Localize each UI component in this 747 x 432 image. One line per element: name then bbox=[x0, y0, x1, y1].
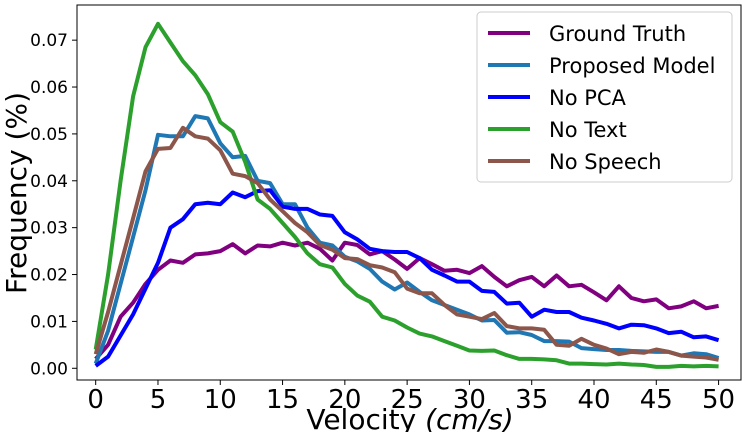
x-tick-label: 40 bbox=[577, 385, 610, 415]
x-tick-label: 50 bbox=[702, 385, 735, 415]
y-tick-label: 0.04 bbox=[30, 172, 68, 192]
y-tick-label: 0.00 bbox=[30, 359, 68, 379]
x-tick-label: 45 bbox=[640, 385, 673, 415]
y-tick-label: 0.03 bbox=[30, 219, 68, 239]
y-tick-label: 0.06 bbox=[30, 78, 68, 98]
legend-items: Ground Truth Proposed Model No PCA No Text N… bbox=[488, 22, 715, 174]
y-tick-label: 0.01 bbox=[30, 312, 68, 332]
series-lines bbox=[93, 21, 720, 369]
x-tick-label: 30 bbox=[453, 385, 486, 415]
y-tick-label: 0.05 bbox=[30, 125, 68, 145]
y-tick-label: 0.02 bbox=[30, 266, 68, 286]
legend-label-proposed-model: Proposed Model bbox=[549, 54, 715, 78]
series-line-ground-truth bbox=[94, 240, 719, 361]
y-axis-label: Frequency (%) bbox=[0, 92, 33, 294]
x-axis-label-unit: (cm/s) bbox=[425, 403, 514, 432]
series-line-no-text bbox=[93, 21, 719, 369]
y-axis-ticks: 0.00 0.01 0.02 0.03 0.04 0.05 0.06 0.07 bbox=[30, 31, 77, 379]
x-tick-label: 25 bbox=[391, 385, 424, 415]
x-tick-label: 10 bbox=[204, 385, 237, 415]
x-axis-label: Velocity (cm/s) bbox=[306, 403, 513, 432]
x-tick-label: 35 bbox=[515, 385, 548, 415]
legend-label-no-speech: No Speech bbox=[549, 150, 662, 174]
y-tick-label: 0.07 bbox=[30, 31, 68, 51]
series-line-proposed-model bbox=[93, 114, 720, 365]
x-tick-label: 20 bbox=[328, 385, 361, 415]
legend-label-ground-truth: Ground Truth bbox=[549, 22, 686, 46]
x-tick-label: 5 bbox=[150, 385, 167, 415]
legend-label-no-pca: No PCA bbox=[549, 86, 627, 110]
x-tick-label: 0 bbox=[87, 385, 104, 415]
legend-label-no-text: No Text bbox=[549, 118, 627, 142]
legend: Ground Truth Proposed Model No PCA No Text N… bbox=[476, 11, 733, 183]
x-axis-label-main: Velocity bbox=[306, 403, 425, 432]
series-line-no-speech bbox=[93, 125, 719, 362]
series-line-no-pca bbox=[94, 188, 720, 368]
x-axis-ticks: 0 5 10 15 20 25 30 35 40 45 50 bbox=[87, 380, 735, 415]
legend-box bbox=[476, 11, 733, 183]
x-tick-label: 15 bbox=[266, 385, 299, 415]
